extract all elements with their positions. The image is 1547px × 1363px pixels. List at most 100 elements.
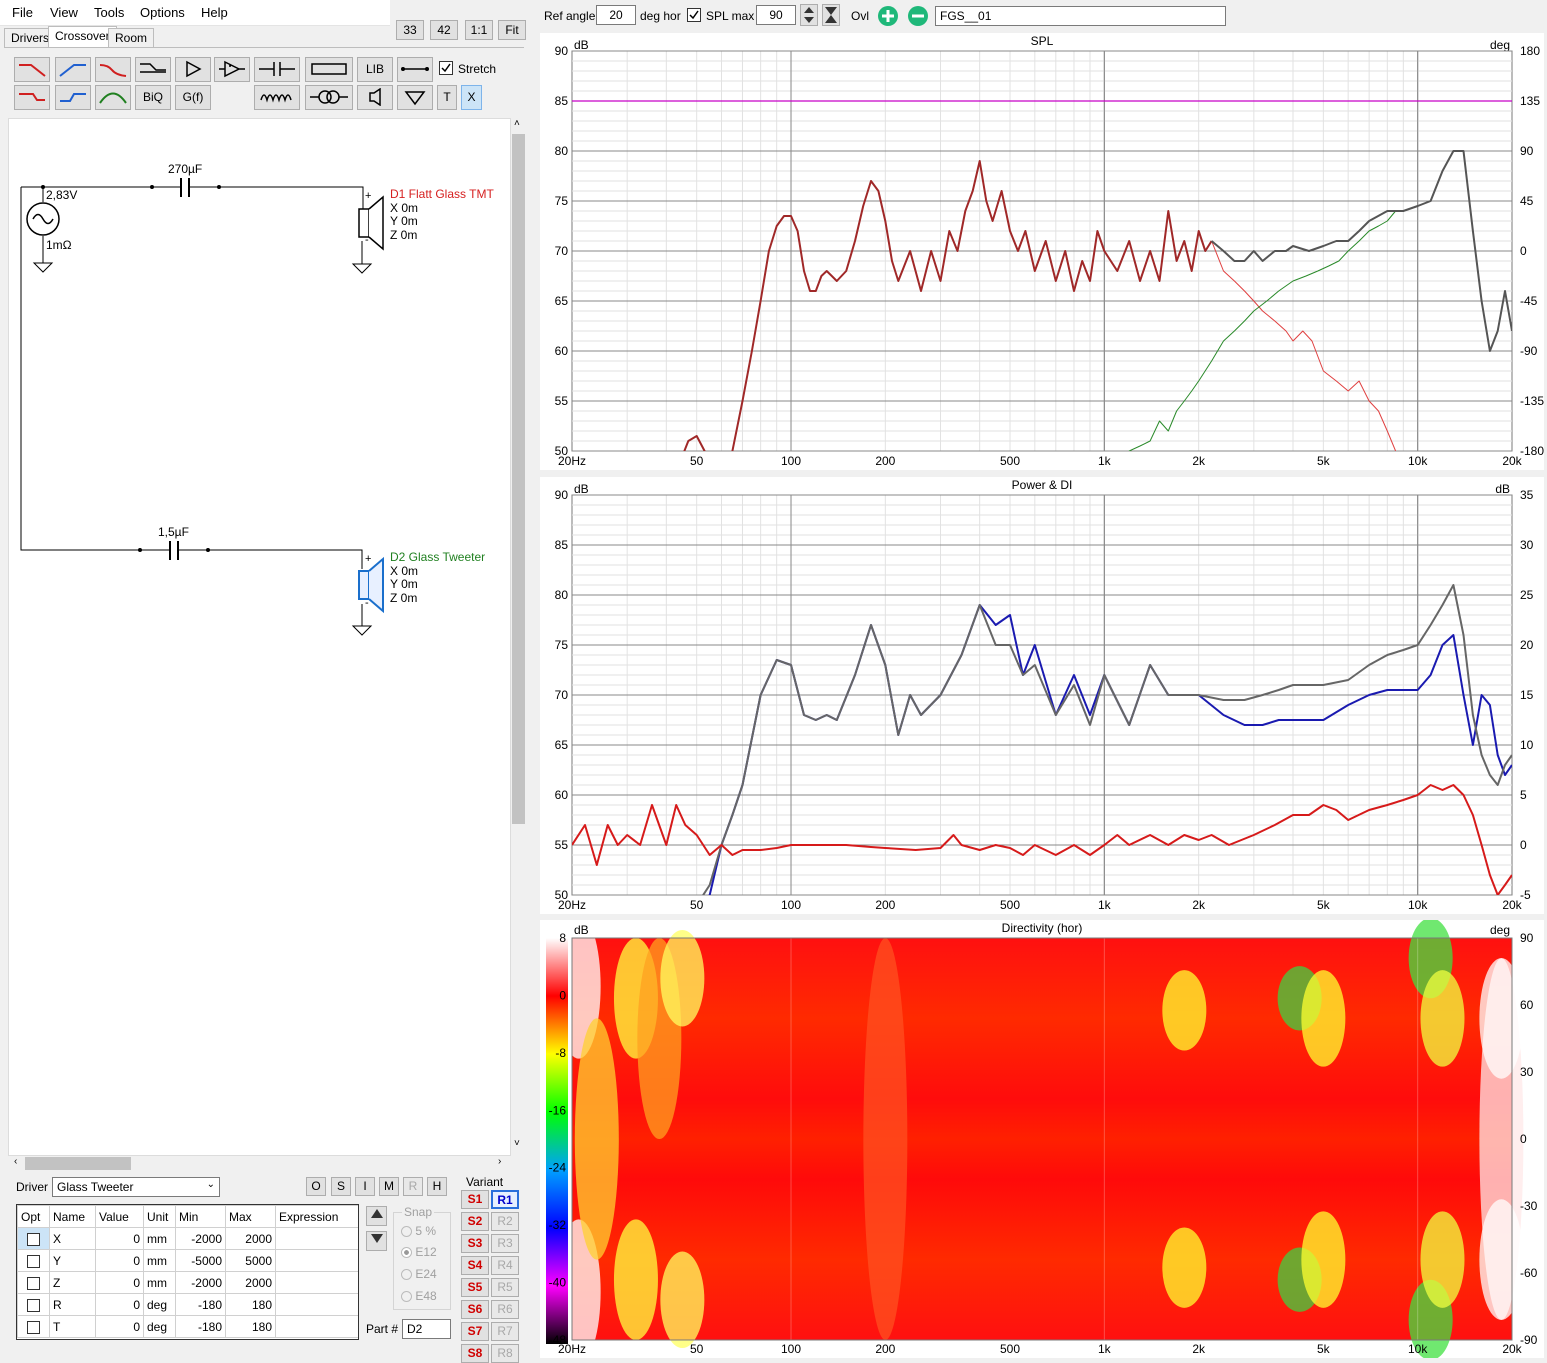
snap-e48-option[interactable]: E48 [401, 1289, 437, 1303]
opt-checkbox[interactable] [27, 1232, 40, 1246]
table-row[interactable]: X 0 mm -2000 2000 [17, 1227, 358, 1250]
snap-e24-option[interactable]: E24 [401, 1267, 437, 1281]
opt-s-button[interactable]: S [331, 1177, 351, 1196]
driver1-icon[interactable] [358, 195, 384, 251]
transfer-function-button[interactable]: G(f) [175, 85, 211, 110]
menu-options[interactable]: Options [140, 5, 185, 20]
schematic-vertical-scrollbar[interactable]: ˄ ˅ [511, 118, 526, 1158]
row-value[interactable]: 0 [95, 1227, 144, 1250]
lowpass-step-red-button[interactable] [14, 85, 50, 110]
move-up-button[interactable] [366, 1206, 387, 1226]
row-max[interactable]: 180 [225, 1293, 276, 1316]
opt-i-button[interactable]: I [355, 1177, 375, 1196]
variant-r1-button[interactable]: R1 [491, 1190, 519, 1209]
table-row[interactable]: Y 0 mm -5000 5000 [17, 1249, 358, 1272]
table-row[interactable]: R 0 deg -180 180 [17, 1293, 358, 1316]
opt-checkbox[interactable] [27, 1298, 40, 1312]
row-value[interactable]: 0 [95, 1293, 144, 1316]
row-expression[interactable] [275, 1315, 358, 1338]
opt-checkbox[interactable] [27, 1276, 40, 1290]
menu-tools[interactable]: Tools [94, 5, 125, 20]
highpass-step-blue-button[interactable] [55, 85, 91, 110]
row-value[interactable]: 0 [95, 1271, 144, 1294]
schematic-horizontal-scrollbar[interactable]: ‹ › [8, 1156, 511, 1171]
variant-s3-button[interactable]: S3 [461, 1234, 489, 1253]
zoom-42-button[interactable]: 42 [430, 20, 458, 40]
resistor-button[interactable] [305, 57, 353, 82]
opt-checkbox[interactable] [27, 1320, 40, 1334]
snap-e12-option[interactable]: E12 [401, 1245, 437, 1259]
spl-range-button[interactable] [822, 4, 840, 26]
row-max[interactable]: 5000 [225, 1249, 276, 1272]
lib-button[interactable]: LIB [357, 57, 393, 82]
row-max[interactable]: 180 [225, 1315, 276, 1338]
opt-m-button[interactable]: M [379, 1177, 399, 1196]
add-overlay-button[interactable] [876, 5, 900, 27]
spl-max-input[interactable]: 90 [756, 5, 796, 25]
shelf-button[interactable] [135, 57, 171, 82]
text-button[interactable]: T [437, 85, 457, 110]
opt-h-button[interactable]: H [427, 1177, 447, 1196]
menu-file[interactable]: File [12, 5, 33, 20]
tab-room[interactable]: Room [108, 28, 155, 47]
spl-max-spin[interactable] [800, 4, 818, 26]
row-expression[interactable] [275, 1249, 358, 1272]
row-expression[interactable] [275, 1293, 358, 1316]
opamp-button[interactable] [214, 57, 250, 82]
variant-r7-button[interactable]: R7 [491, 1322, 519, 1341]
capacitor-button[interactable] [254, 57, 300, 82]
tab-crossover[interactable]: Crossover [48, 26, 117, 47]
variant-r8-button[interactable]: R8 [491, 1344, 519, 1363]
menu-view[interactable]: View [50, 5, 78, 20]
opt-checkbox[interactable] [27, 1254, 40, 1268]
variant-r4-button[interactable]: R4 [491, 1256, 519, 1275]
row-expression[interactable] [275, 1227, 358, 1250]
driver-select[interactable]: Glass Tweeter ⌄ [52, 1177, 220, 1197]
variant-s2-button[interactable]: S2 [461, 1212, 489, 1231]
parameter-grid[interactable]: Opt Name Value Unit Min Max Expression X… [16, 1204, 359, 1340]
spl-max-checkbox[interactable] [687, 8, 701, 25]
schematic-canvas[interactable]: 2,83V 1mΩ 270µF 1,5µF + - + - D1 Flatt G… [8, 118, 511, 1156]
row-max[interactable]: 2000 [225, 1227, 276, 1250]
bandpass-green-button[interactable] [95, 85, 131, 110]
variant-s5-button[interactable]: S5 [461, 1278, 489, 1297]
variant-r5-button[interactable]: R5 [491, 1278, 519, 1297]
scroll-left-icon[interactable]: ‹ [14, 1156, 18, 1167]
stretch-checkbox[interactable] [439, 61, 453, 78]
variant-s1-button[interactable]: S1 [461, 1190, 489, 1209]
inductor-button[interactable] [254, 85, 300, 110]
row-min[interactable]: -180 [175, 1315, 226, 1338]
zoom-1to1-button[interactable]: 1:1 [465, 20, 493, 40]
variant-s7-button[interactable]: S7 [461, 1322, 489, 1341]
amplifier-button[interactable] [175, 57, 211, 82]
table-row[interactable]: Z 0 mm -2000 2000 [17, 1271, 358, 1294]
menu-help[interactable]: Help [201, 5, 228, 20]
row-min[interactable]: -180 [175, 1293, 226, 1316]
delete-button[interactable]: X [461, 85, 482, 110]
row-expression[interactable] [275, 1271, 358, 1294]
opt-r-button[interactable]: R [403, 1177, 423, 1196]
variant-s6-button[interactable]: S6 [461, 1300, 489, 1319]
scroll-thumb[interactable] [512, 134, 525, 824]
directivity-chart[interactable]: 20Hz 50 100 200 500 1k 2k 5k 10k 20k 8 0 -8 -16 -24 -32… [540, 913, 1544, 1363]
opt-o-button[interactable]: O [306, 1177, 326, 1196]
transformer-button[interactable] [305, 85, 353, 110]
row-value[interactable]: 0 [95, 1315, 144, 1338]
zoom-fit-button[interactable]: Fit [498, 20, 526, 40]
biquad-button[interactable]: BiQ [135, 85, 171, 110]
scroll-up-icon[interactable]: ˄ [514, 118, 520, 129]
driver2-icon[interactable] [358, 556, 384, 614]
ground-button[interactable] [397, 85, 433, 110]
variant-s4-button[interactable]: S4 [461, 1256, 489, 1275]
move-down-button[interactable] [366, 1231, 387, 1251]
lowpass-red-button[interactable] [14, 57, 50, 82]
scroll-right-icon[interactable]: › [498, 1156, 502, 1167]
variant-r2-button[interactable]: R2 [491, 1212, 519, 1231]
table-row[interactable]: T 0 deg -180 180 [17, 1315, 358, 1338]
highpass-blue-button[interactable] [55, 57, 91, 82]
part-input[interactable]: D2 [402, 1319, 451, 1339]
overlay-name-input[interactable]: FGS__01 [935, 6, 1226, 26]
row-max[interactable]: 2000 [225, 1271, 276, 1294]
